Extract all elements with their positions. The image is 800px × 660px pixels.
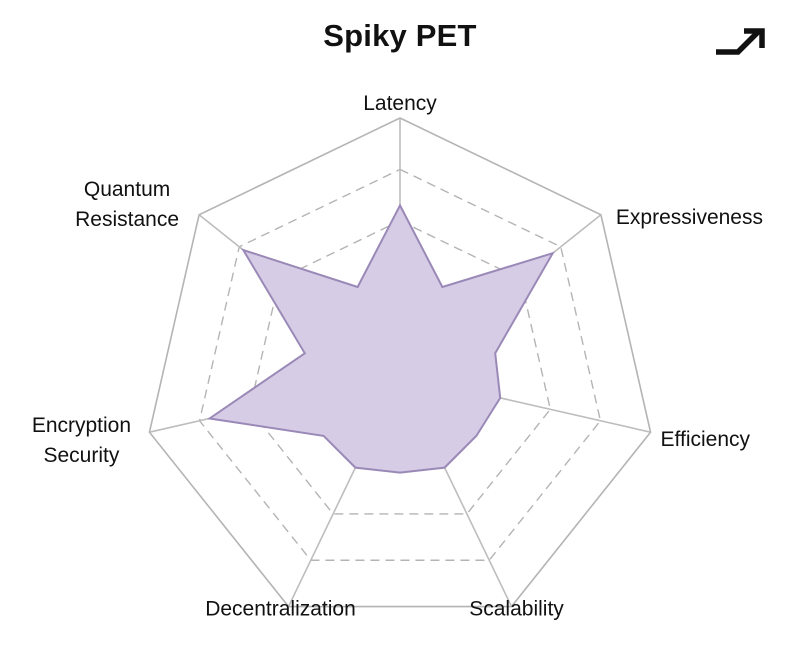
radar-data (206, 203, 555, 474)
axis-label: Encryption Security (32, 414, 131, 467)
axis-label-line: Encryption (32, 414, 131, 437)
axis-label-line: Quantum (84, 178, 170, 201)
axis-label-line: Expressiveness (616, 206, 763, 229)
grid-outer-ring (148, 117, 652, 608)
axis-label: Expressiveness (616, 206, 763, 229)
axis-label-line: Resistance (75, 208, 179, 231)
spiky-pet-area (206, 203, 555, 474)
axis-label-line: Latency (363, 92, 437, 115)
axis-label: Scalability (469, 598, 564, 621)
chart-title: Spiky PET (323, 18, 477, 53)
axis-label-line: Efficiency (661, 428, 751, 451)
axis-label: Efficiency (661, 428, 751, 451)
expand-arrow-icon[interactable] (712, 20, 772, 60)
axis-label: Latency (363, 92, 437, 115)
grid-ring (198, 168, 602, 561)
axis-label-line: Scalability (469, 598, 564, 621)
axis-label-line: Security (44, 444, 120, 467)
axis-label: Quantum Resistance (75, 178, 179, 231)
radar-axis-labels: Latency Expressiveness Efficiency Scalabili… (32, 92, 763, 621)
axis-label: Decentralization (205, 598, 356, 621)
axis-label-line: Decentralization (205, 598, 356, 621)
